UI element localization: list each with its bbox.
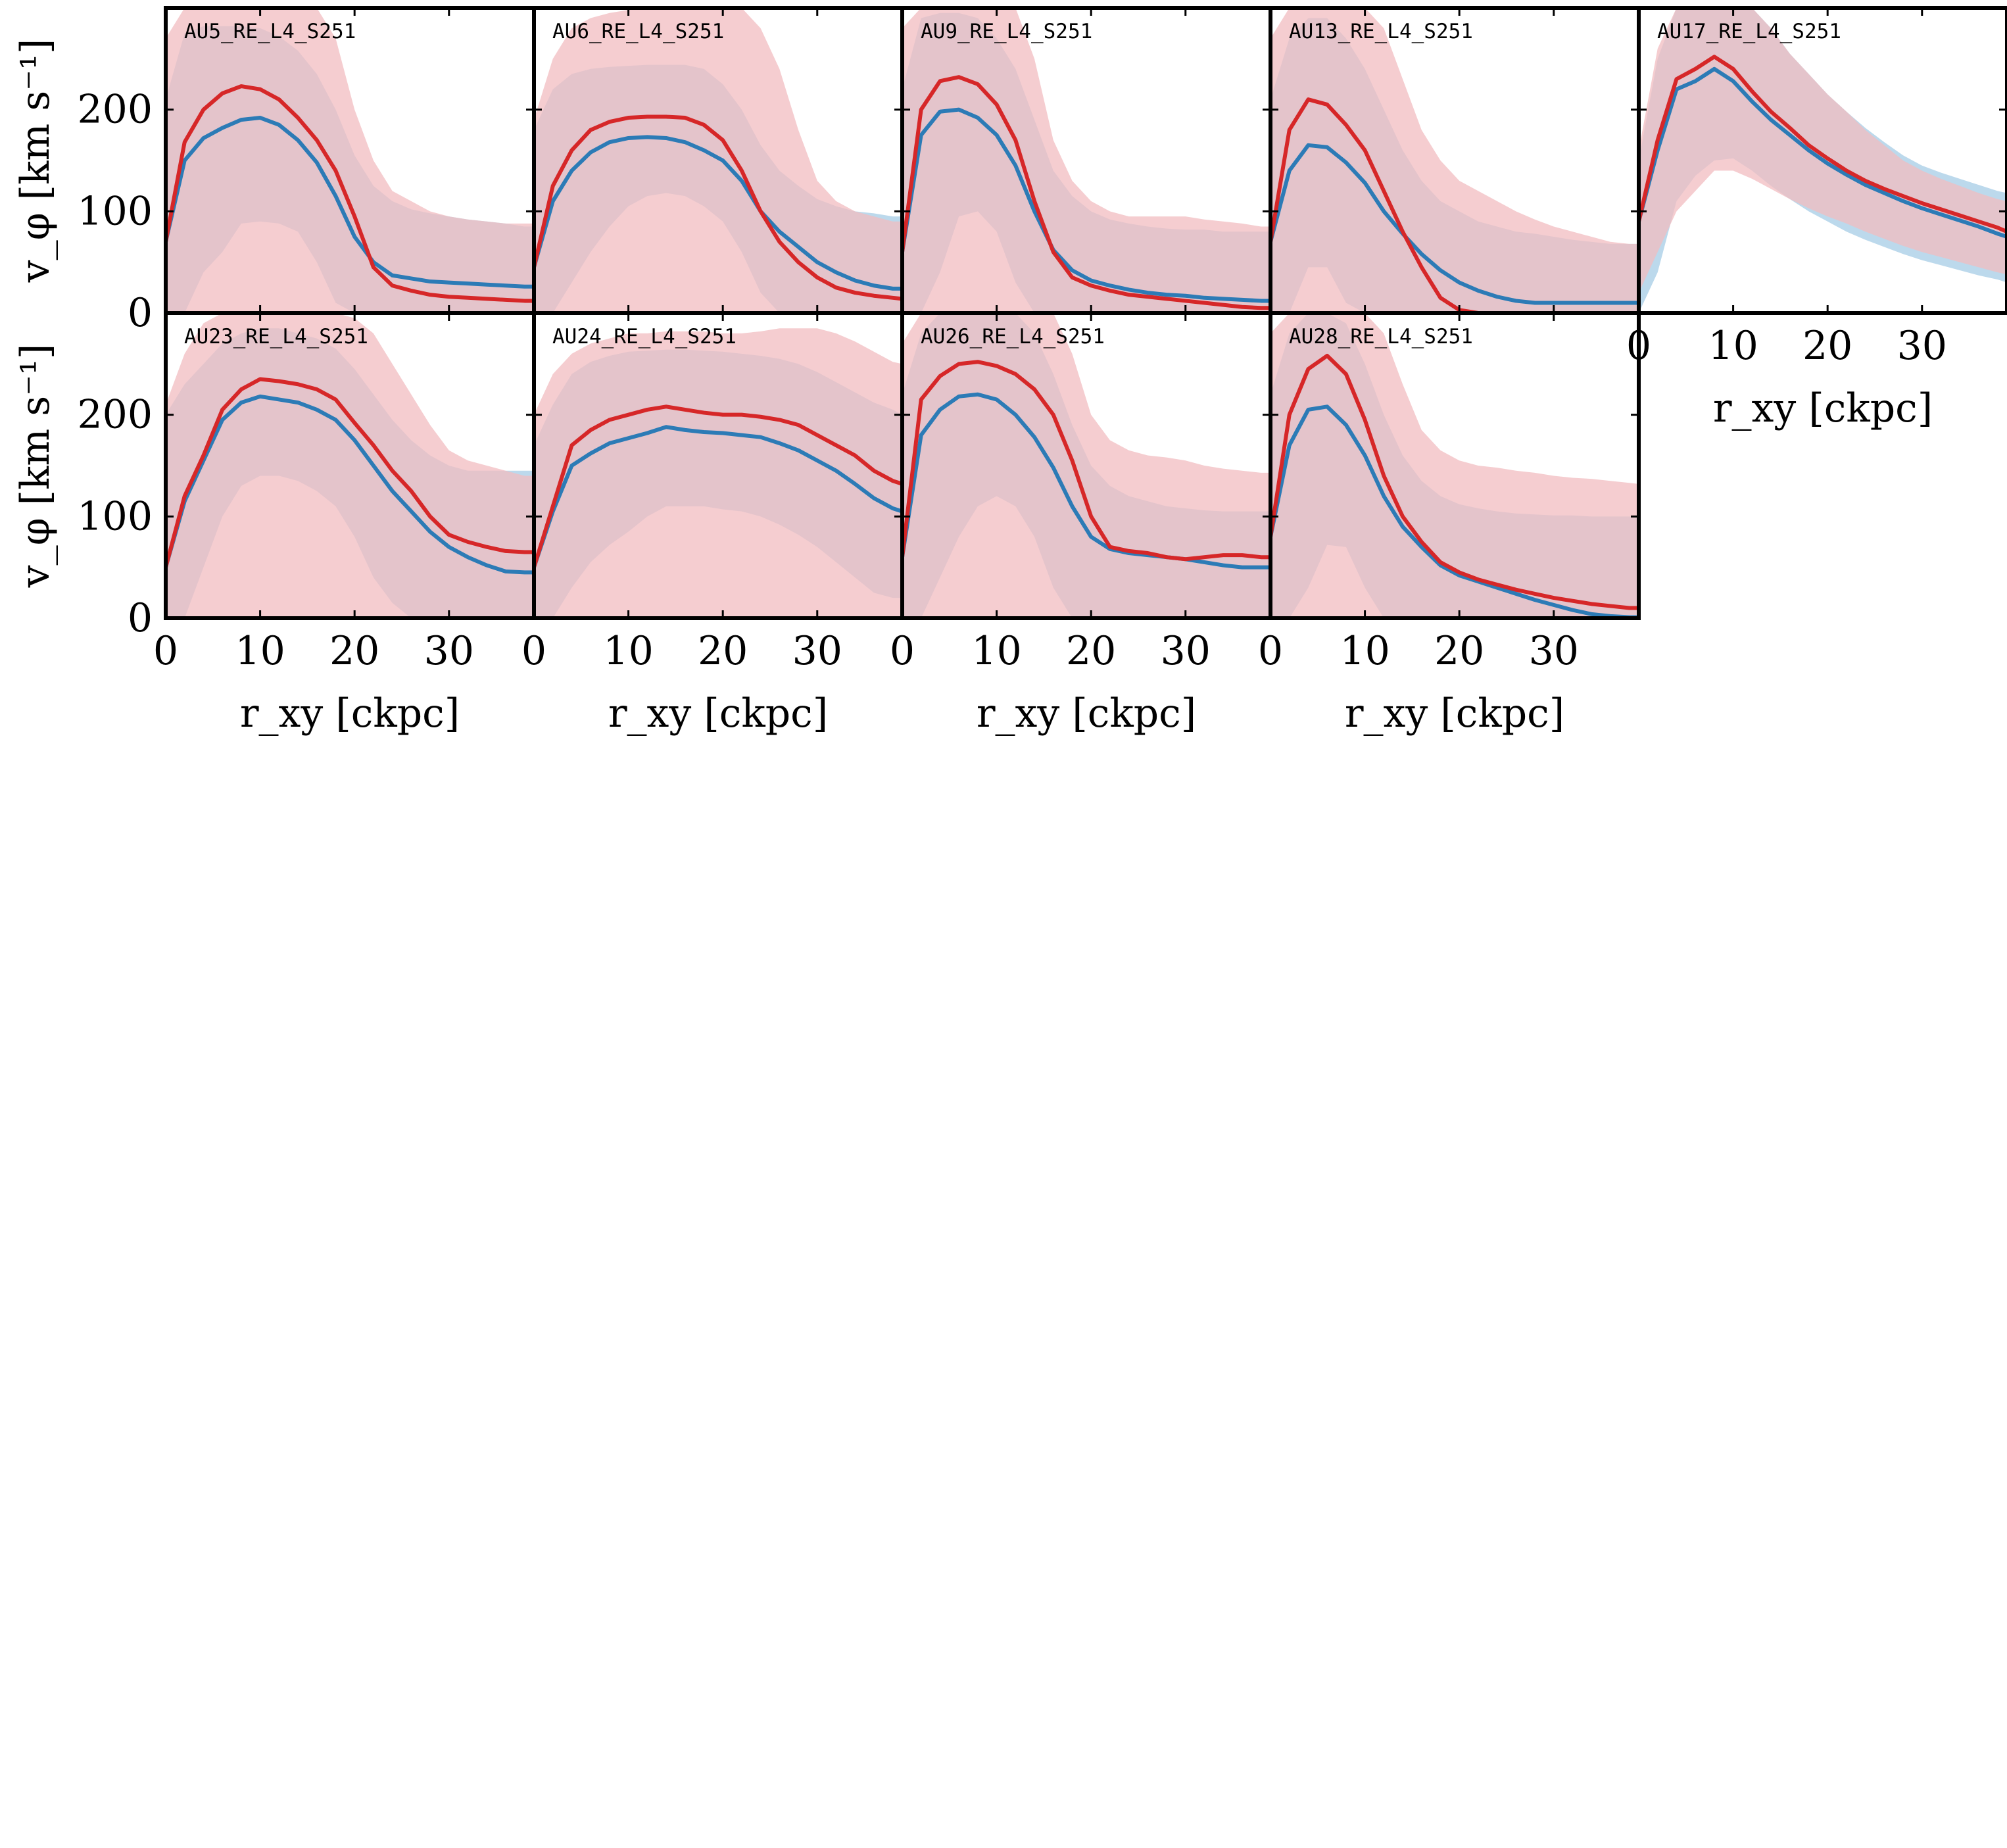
x-tick-label: 30 bbox=[1529, 628, 1579, 674]
red-median-line bbox=[534, 114, 902, 301]
blue-median-line bbox=[534, 135, 902, 291]
panel-plot-area bbox=[534, 8, 902, 313]
panel-au9_re_l4_s251: AU9_RE_L4_S251 bbox=[900, 6, 1272, 315]
blue-median-line bbox=[902, 107, 1270, 303]
blue-median-line bbox=[902, 392, 1270, 570]
x-tick-label: 10 bbox=[1340, 628, 1390, 674]
panel-plot-area bbox=[1270, 8, 1639, 313]
panel-frame bbox=[1637, 6, 2007, 315]
panel-plot-area bbox=[166, 8, 534, 313]
panel-title: AU9_RE_L4_S251 bbox=[921, 20, 1092, 43]
panel-plot-area bbox=[902, 313, 1270, 618]
x-tick-label: 10 bbox=[603, 628, 653, 674]
x-tick-label: 20 bbox=[1434, 628, 1484, 674]
red-median-line bbox=[902, 75, 1270, 310]
panel-au26_re_l4_s251: AU26_RE_L4_S251 0 10 20 30 r_xy [ckpc] bbox=[890, 311, 1272, 737]
x-tick-label: 0 bbox=[890, 628, 915, 674]
panel-plot-area bbox=[166, 313, 534, 618]
panel-title: AU28_RE_L4_S251 bbox=[1289, 325, 1473, 349]
x-tick-label: 20 bbox=[1066, 628, 1116, 674]
panel-au5_re_l4_s251: AU5_RE_L4_S251 0 100 200 v_φ [km s⁻¹] bbox=[12, 6, 536, 336]
x-tick-label: 30 bbox=[424, 628, 474, 674]
y-tick-label: 0 bbox=[128, 290, 153, 336]
red-band bbox=[166, 8, 534, 313]
red-median-line bbox=[902, 360, 1270, 562]
panel-plot-area bbox=[1639, 8, 2007, 313]
panel-au24_re_l4_s251: AU24_RE_L4_S251 0 10 20 30 r_xy [ckpc] bbox=[521, 311, 904, 737]
panel-title: AU24_RE_L4_S251 bbox=[552, 325, 737, 349]
x-axis-label: r_xy [ckpc] bbox=[240, 691, 460, 737]
x-tick-label: 20 bbox=[1802, 323, 1852, 369]
y-tick-label: 100 bbox=[77, 188, 153, 234]
red-band bbox=[1270, 8, 1639, 313]
panel-frame bbox=[1269, 311, 1641, 620]
y-axis-label: v_φ [km s⁻¹] bbox=[12, 39, 59, 283]
x-tick-label: 30 bbox=[792, 628, 842, 674]
x-tick-label: 30 bbox=[1161, 628, 1211, 674]
red-band bbox=[534, 8, 902, 313]
blue-median-line bbox=[166, 116, 534, 289]
red-band bbox=[902, 8, 1270, 313]
x-axis-label: r_xy [ckpc] bbox=[1345, 691, 1564, 737]
x-axis-label: r_xy [ckpc] bbox=[1713, 385, 1933, 431]
y-axis-label: v_φ [km s⁻¹] bbox=[12, 344, 59, 589]
blue-median-line bbox=[1270, 404, 1639, 618]
y-tick-label: 0 bbox=[128, 595, 153, 641]
blue-median-line bbox=[166, 394, 534, 575]
panel-title: AU6_RE_L4_S251 bbox=[552, 20, 724, 43]
red-median-line bbox=[166, 84, 534, 303]
red-median-line bbox=[166, 377, 534, 568]
y-tick-label: 200 bbox=[77, 392, 153, 438]
x-axis-label: r_xy [ckpc] bbox=[608, 691, 828, 737]
red-band bbox=[1270, 313, 1639, 618]
red-median-line bbox=[1270, 353, 1639, 610]
x-tick-label: 20 bbox=[698, 628, 748, 674]
panel-au23_re_l4_s251: AU23_RE_L4_S251 0 100 200 v_φ [km s⁻¹] 0 10 20 3… bbox=[12, 311, 536, 737]
panel-au13_re_l4_s251: AU13_RE_L4_S251 bbox=[1269, 6, 1641, 315]
panel-plot-area bbox=[902, 8, 1270, 313]
x-tick-label: 10 bbox=[235, 628, 285, 674]
x-tick-label: 0 bbox=[1258, 628, 1283, 674]
x-axis-label: r_xy [ckpc] bbox=[977, 691, 1196, 737]
panel-title: AU5_RE_L4_S251 bbox=[184, 20, 356, 43]
panel-plot-area bbox=[1270, 313, 1639, 618]
panel-plot-area bbox=[534, 328, 902, 618]
x-tick-label: 0 bbox=[153, 628, 178, 674]
x-tick-label: 20 bbox=[329, 628, 379, 674]
panel-title: AU23_RE_L4_S251 bbox=[184, 325, 368, 349]
panel-title: AU13_RE_L4_S251 bbox=[1289, 20, 1473, 43]
x-tick-label: 0 bbox=[521, 628, 546, 674]
red-band bbox=[902, 313, 1270, 618]
red-band bbox=[1639, 8, 2007, 293]
x-tick-label: 10 bbox=[1708, 323, 1758, 369]
y-tick-label: 100 bbox=[77, 493, 153, 539]
x-tick-label: 30 bbox=[1897, 323, 1947, 369]
panel-title: AU17_RE_L4_S251 bbox=[1657, 20, 1841, 43]
panel-au28_re_l4_s251: AU28_RE_L4_S251 0 10 20 30 r_xy [ckpc] bbox=[1258, 311, 1641, 737]
blue-median-line bbox=[1270, 143, 1639, 305]
panel-au6_re_l4_s251: AU6_RE_L4_S251 bbox=[532, 6, 904, 315]
panel-title: AU26_RE_L4_S251 bbox=[921, 325, 1105, 349]
red-band bbox=[166, 313, 534, 618]
red-median-line bbox=[534, 404, 902, 568]
red-median-line bbox=[1639, 55, 2007, 234]
y-tick-label: 200 bbox=[77, 87, 153, 133]
red-band bbox=[534, 328, 902, 618]
x-tick-label: 10 bbox=[971, 628, 1021, 674]
blue-median-line bbox=[1639, 66, 2007, 239]
blue-median-line bbox=[534, 425, 902, 568]
